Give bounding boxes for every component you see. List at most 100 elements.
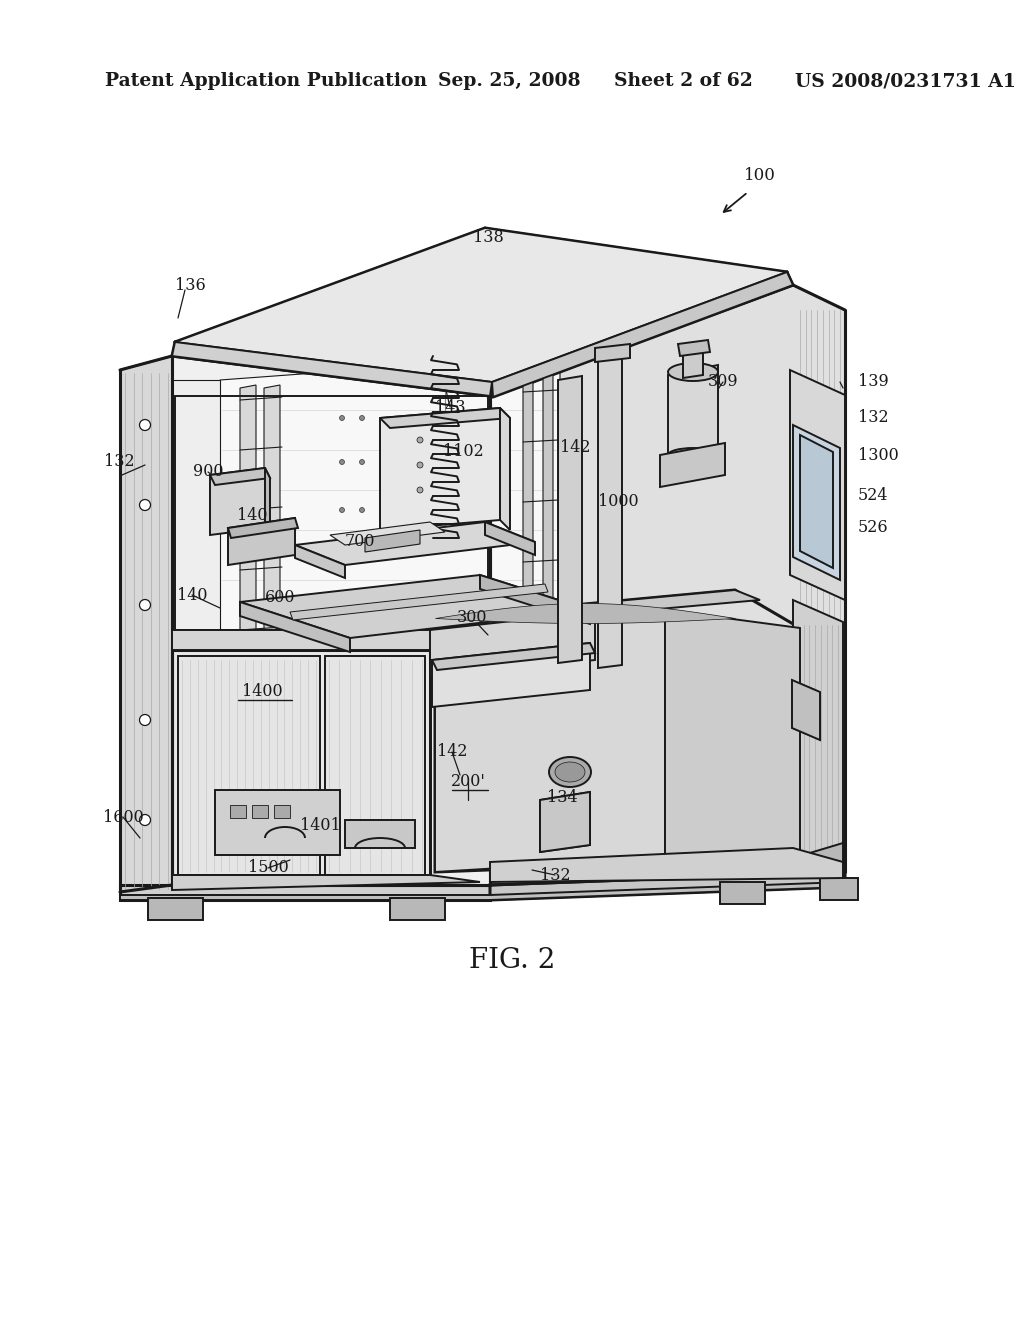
Polygon shape <box>485 521 535 554</box>
Text: 139: 139 <box>858 374 889 391</box>
Text: Sep. 25, 2008: Sep. 25, 2008 <box>438 73 581 90</box>
Polygon shape <box>290 583 548 620</box>
Polygon shape <box>790 370 845 601</box>
Polygon shape <box>228 517 298 539</box>
Polygon shape <box>668 366 718 459</box>
Text: 142: 142 <box>437 743 467 760</box>
Polygon shape <box>172 649 430 878</box>
Polygon shape <box>178 656 319 875</box>
Circle shape <box>417 437 423 444</box>
Text: 143: 143 <box>434 399 465 416</box>
Polygon shape <box>175 396 488 630</box>
Text: 132: 132 <box>858 409 889 426</box>
Polygon shape <box>380 408 510 428</box>
Polygon shape <box>792 680 820 741</box>
Polygon shape <box>820 878 858 900</box>
Text: 1102: 1102 <box>442 444 483 461</box>
Text: 1500: 1500 <box>248 859 289 876</box>
Circle shape <box>139 599 151 610</box>
Polygon shape <box>265 469 270 539</box>
Polygon shape <box>264 385 280 642</box>
Polygon shape <box>558 376 582 663</box>
Polygon shape <box>793 425 840 579</box>
Polygon shape <box>210 469 265 535</box>
Polygon shape <box>490 847 843 882</box>
Text: 300: 300 <box>457 610 487 627</box>
Circle shape <box>359 507 365 512</box>
Polygon shape <box>490 285 845 884</box>
Polygon shape <box>380 408 500 531</box>
Polygon shape <box>230 805 246 818</box>
Text: 132: 132 <box>104 454 135 470</box>
Polygon shape <box>598 348 622 668</box>
Polygon shape <box>295 545 345 578</box>
Ellipse shape <box>668 447 718 462</box>
Text: 1600: 1600 <box>102 808 143 825</box>
Polygon shape <box>148 898 203 920</box>
Polygon shape <box>500 408 510 531</box>
Polygon shape <box>430 612 595 678</box>
Polygon shape <box>432 643 595 671</box>
Text: 142: 142 <box>560 440 590 457</box>
Polygon shape <box>800 436 833 568</box>
Circle shape <box>359 459 365 465</box>
Polygon shape <box>432 643 590 708</box>
Polygon shape <box>325 656 425 875</box>
Text: 140: 140 <box>177 586 207 603</box>
Polygon shape <box>660 444 725 487</box>
Text: 134: 134 <box>547 789 578 807</box>
Text: 1000: 1000 <box>598 494 638 511</box>
Polygon shape <box>172 630 490 649</box>
Polygon shape <box>345 820 415 847</box>
Ellipse shape <box>555 762 585 781</box>
Polygon shape <box>252 805 268 818</box>
Polygon shape <box>240 576 590 638</box>
Circle shape <box>340 416 344 421</box>
Polygon shape <box>492 272 793 397</box>
Polygon shape <box>295 521 535 565</box>
Ellipse shape <box>668 363 718 381</box>
Circle shape <box>340 507 344 512</box>
Polygon shape <box>435 590 800 873</box>
Polygon shape <box>490 873 845 900</box>
Polygon shape <box>172 875 480 890</box>
Text: 900: 900 <box>193 463 223 480</box>
Text: FIG. 2: FIG. 2 <box>469 946 555 974</box>
Circle shape <box>139 714 151 726</box>
Polygon shape <box>220 355 560 630</box>
Polygon shape <box>120 356 172 892</box>
Text: 600: 600 <box>265 590 295 606</box>
Polygon shape <box>595 345 630 362</box>
Text: 136: 136 <box>175 276 206 293</box>
Polygon shape <box>540 792 590 851</box>
Circle shape <box>139 814 151 825</box>
Text: Sheet 2 of 62: Sheet 2 of 62 <box>614 73 753 90</box>
Circle shape <box>139 420 151 430</box>
Polygon shape <box>120 882 845 900</box>
Text: 200': 200' <box>451 774 485 791</box>
Polygon shape <box>435 590 760 628</box>
Polygon shape <box>172 342 492 396</box>
Text: 1401: 1401 <box>300 817 340 833</box>
Polygon shape <box>274 805 290 818</box>
Circle shape <box>417 487 423 492</box>
Text: 100: 100 <box>744 166 776 183</box>
Polygon shape <box>210 469 270 484</box>
Polygon shape <box>365 531 420 552</box>
Polygon shape <box>390 898 445 920</box>
Circle shape <box>340 459 344 465</box>
Text: 1400: 1400 <box>242 684 283 701</box>
Polygon shape <box>665 610 800 858</box>
Polygon shape <box>523 360 534 635</box>
Ellipse shape <box>549 756 591 787</box>
Circle shape <box>359 416 365 421</box>
Polygon shape <box>480 576 590 624</box>
Polygon shape <box>215 789 340 855</box>
Polygon shape <box>228 517 295 565</box>
Text: 132: 132 <box>540 866 570 883</box>
Text: 1300: 1300 <box>858 446 899 463</box>
Polygon shape <box>793 843 843 873</box>
Text: 700: 700 <box>345 533 375 550</box>
Text: 524: 524 <box>858 487 889 503</box>
Polygon shape <box>793 601 843 865</box>
